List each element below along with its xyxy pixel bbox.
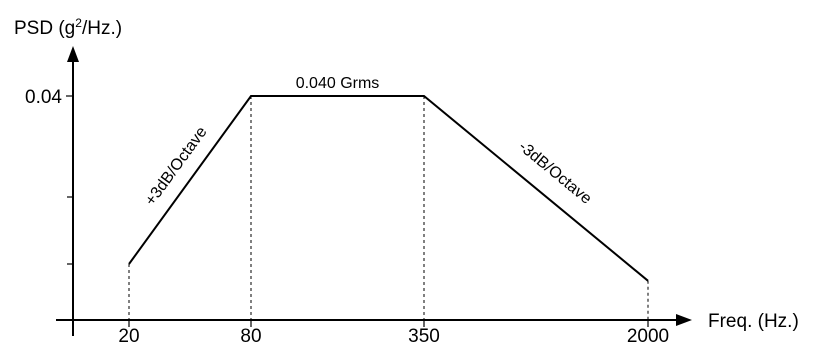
y-axis-title-superscript: 2 [75,16,82,30]
x-tick-label-350: 350 [408,326,440,347]
y-axis-title-main: PSD (g [14,18,75,39]
y-axis-title-tail: /Hz.) [82,18,122,39]
flat-level-annotation: 0.040 Grms [296,75,380,92]
x-axis-arrow [676,314,692,326]
x-tick-label-80: 80 [240,326,261,347]
y-axis-title: PSD (g2/Hz.) [14,16,122,39]
falling-slope-annotation: -3dB/Octave [515,138,595,208]
x-axis-title: Freq. (Hz.) [708,311,799,332]
y-axis-arrow [67,46,79,62]
x-tick-label-20: 20 [118,326,139,347]
psd-profile-line [128,95,649,282]
y-tick-label: 0.04 [25,87,62,108]
x-tick-label-2000: 2000 [627,326,669,347]
